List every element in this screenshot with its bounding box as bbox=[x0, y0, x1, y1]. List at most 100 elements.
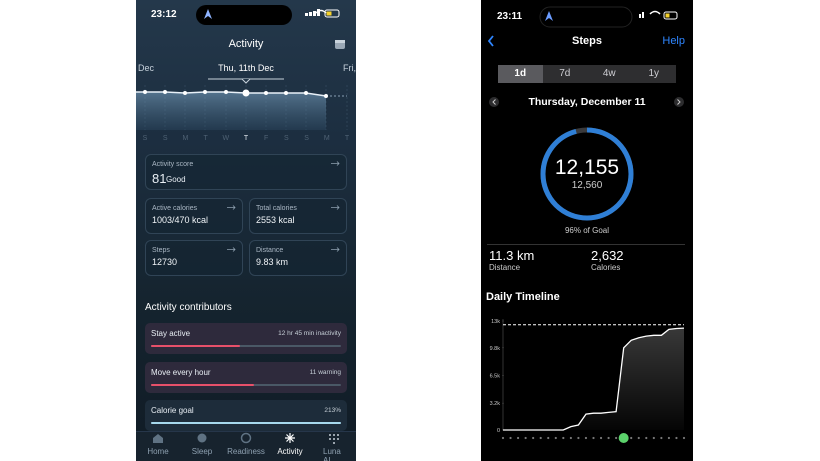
date-label: Thursday, December 11 bbox=[528, 96, 646, 108]
tab-activity[interactable]: Activity bbox=[277, 447, 303, 456]
tab-luna-ai[interactable]: Luna AI bbox=[323, 447, 341, 461]
card-label: Steps bbox=[152, 247, 170, 254]
progress-fill bbox=[151, 345, 241, 347]
card-rating: Good bbox=[166, 175, 186, 184]
steps-card[interactable]: Steps 12730 bbox=[145, 240, 243, 276]
hour-dot bbox=[554, 436, 557, 440]
y-tick-label: 6.5k bbox=[490, 374, 501, 380]
stat-value: 2,632 bbox=[591, 248, 624, 263]
total-calories-card[interactable]: Total calories 2553 kcal bbox=[249, 198, 347, 234]
card-label: Total calories bbox=[256, 205, 297, 212]
arrow-icon bbox=[331, 205, 340, 210]
hour-dot bbox=[667, 436, 671, 440]
timeline-title: Daily Timeline bbox=[486, 291, 560, 303]
tab-sleep[interactable]: Sleep bbox=[191, 447, 213, 456]
tab-icons bbox=[153, 432, 339, 444]
timeline-area bbox=[503, 328, 684, 430]
contributor-label: Calorie goal bbox=[151, 406, 194, 415]
range-button[interactable]: 7d bbox=[559, 68, 571, 79]
hour-dot bbox=[607, 436, 610, 440]
card-label: Activity score bbox=[152, 161, 194, 168]
left-phone: 23:12 Activity Dec Thu, 11th Dec Fri, S S… bbox=[136, 0, 356, 461]
page-title: Steps bbox=[572, 35, 602, 47]
page-title: Activity bbox=[228, 38, 264, 50]
hour-dot bbox=[509, 436, 512, 440]
arrow-icon bbox=[227, 247, 236, 252]
progress-fill bbox=[151, 384, 254, 386]
contributor-label: Move every hour bbox=[151, 368, 211, 377]
hour-dot bbox=[501, 436, 505, 440]
weekday-label: S bbox=[142, 135, 148, 142]
y-tick-label: 3.2k bbox=[490, 401, 501, 407]
left-decor bbox=[136, 5, 348, 130]
range-button[interactable]: 1y bbox=[648, 68, 660, 79]
contributor-label: Stay active bbox=[151, 329, 191, 338]
hour-dot bbox=[592, 436, 595, 440]
right-phone: 23:11 Steps Help 1d 7d 4w 1y Thursday, Dece… bbox=[481, 0, 693, 461]
weekday-label: S bbox=[304, 135, 309, 142]
distance-card[interactable]: Distance 9.83 km bbox=[249, 240, 347, 276]
section-title: Activity contributors bbox=[145, 302, 232, 313]
card-label: Distance bbox=[256, 247, 284, 254]
right-decor bbox=[487, 6, 684, 107]
hour-dot bbox=[584, 436, 588, 440]
divider bbox=[487, 244, 685, 245]
stat-label: Distance bbox=[489, 263, 521, 272]
current-date: Thu, 11th Dec bbox=[218, 63, 274, 73]
arrow-icon bbox=[331, 161, 340, 166]
timeline-chart: 0 3.2k 6.5k 9.8k 13k bbox=[490, 319, 686, 443]
hour-dot bbox=[630, 436, 633, 440]
y-tick-label: 9.8k bbox=[490, 346, 501, 352]
activity-score-card[interactable]: Activity score 81 Good bbox=[145, 154, 347, 190]
next-date[interactable]: Fri, bbox=[343, 63, 356, 73]
contributor-row[interactable]: Move every hour 11 warning bbox=[145, 362, 347, 393]
card-value: 81 bbox=[152, 171, 167, 186]
hour-dot bbox=[645, 436, 648, 440]
weekday-label: T bbox=[344, 135, 350, 142]
weekday-label: W bbox=[222, 135, 230, 142]
hour-dot bbox=[539, 436, 542, 440]
card-value: 12730 bbox=[152, 257, 178, 267]
card-value: 1003/470 kcal bbox=[152, 215, 209, 225]
arrow-icon bbox=[227, 205, 236, 210]
contributor-row[interactable]: Calorie goal 213% bbox=[145, 400, 347, 431]
hour-dot bbox=[532, 436, 535, 440]
hour-dot bbox=[637, 436, 640, 440]
card-value: 9.83 km bbox=[256, 257, 289, 267]
contributor-detail: 213% bbox=[324, 407, 341, 414]
goal-ring bbox=[540, 127, 634, 221]
timeline-line bbox=[503, 327, 685, 431]
tab-bar bbox=[136, 431, 356, 461]
progress-track bbox=[151, 384, 341, 386]
hour-dot bbox=[660, 436, 663, 440]
weekday-label: T bbox=[203, 135, 208, 142]
help-button[interactable]: Help bbox=[662, 35, 685, 47]
tab-home[interactable]: Home bbox=[147, 447, 169, 456]
status-time: 23:12 bbox=[151, 9, 177, 20]
weekday-label: T bbox=[243, 135, 249, 142]
hour-dot bbox=[652, 436, 655, 440]
contributor-detail: 11 warning bbox=[309, 369, 341, 376]
hour-dot bbox=[562, 436, 565, 440]
range-button[interactable]: 4w bbox=[602, 68, 616, 79]
y-tick-label: 0 bbox=[497, 428, 500, 434]
tab-readiness[interactable]: Readiness bbox=[227, 447, 265, 456]
progress-track bbox=[151, 345, 341, 347]
status-time: 23:11 bbox=[497, 11, 523, 22]
card-label: Active calories bbox=[152, 205, 198, 212]
stat-value: 11.3 km bbox=[489, 248, 535, 263]
hour-dot bbox=[524, 436, 527, 440]
hour-dot bbox=[569, 436, 572, 440]
range-button[interactable]: 1d bbox=[498, 65, 543, 83]
weekday-label: M bbox=[182, 135, 189, 142]
contributor-row[interactable]: Stay active 12 hr 45 min inactivity bbox=[145, 323, 347, 354]
weekday-label: S bbox=[162, 135, 168, 142]
active-calories-card[interactable]: Active calories 1003/470 kcal bbox=[145, 198, 243, 234]
prev-date[interactable]: Dec bbox=[138, 63, 155, 73]
hour-dot bbox=[547, 436, 550, 440]
weekday-label: M bbox=[323, 135, 330, 142]
hour-dot bbox=[516, 436, 520, 440]
card-value: 2553 kcal bbox=[256, 215, 295, 225]
weekday-label: F bbox=[264, 135, 269, 142]
